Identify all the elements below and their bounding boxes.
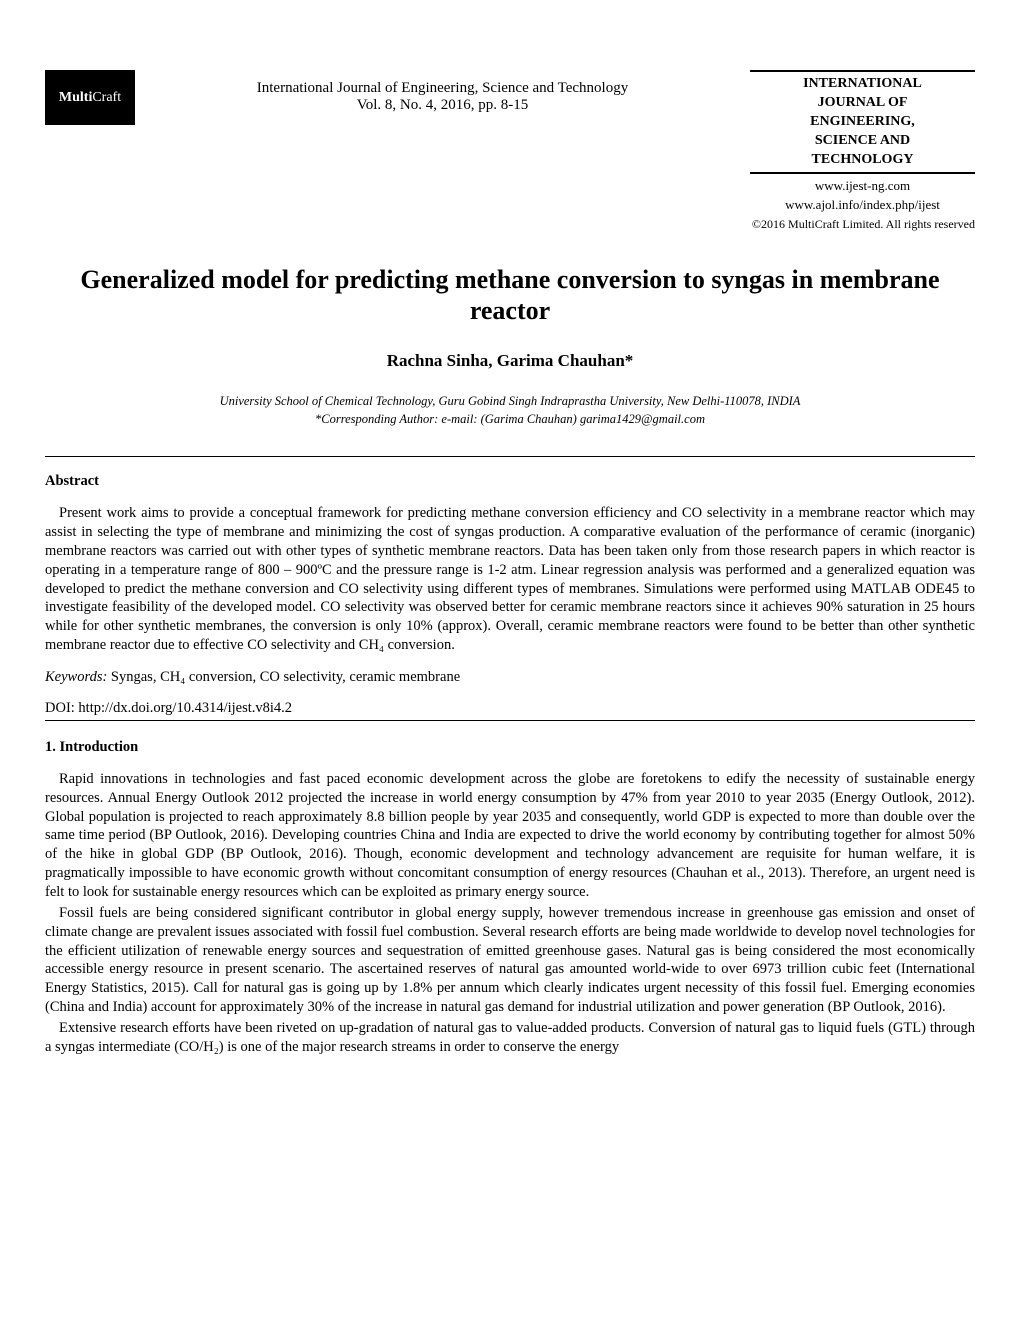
logo-rest: Craft: [92, 90, 121, 105]
journal-name: International Journal of Engineering, Sc…: [135, 80, 750, 97]
separator-top: [45, 456, 975, 457]
logo-bold: Multi: [59, 90, 92, 105]
keywords-label: Keywords:: [45, 669, 107, 685]
abstract-text: Present work aims to provide a conceptua…: [45, 504, 975, 655]
intro-paragraph-1: Rapid innovations in technologies and fa…: [45, 770, 975, 902]
keywords-text: Syngas, CH₄ conversion, CO selectivity, …: [107, 669, 460, 685]
affiliation-line2: *Corresponding Author: e-mail: (Garima C…: [45, 411, 975, 429]
journal-issue: Vol. 8, No. 4, 2016, pp. 8-15: [135, 97, 750, 114]
header: MultiCraft International Journal of Engi…: [45, 70, 975, 232]
paper-title: Generalized model for predicting methane…: [45, 264, 975, 326]
jbox-l3: ENGINEERING,: [750, 113, 975, 132]
intro-paragraph-3: Extensive research efforts have been riv…: [45, 1019, 975, 1057]
jbox-l5: TECHNOLOGY: [750, 151, 975, 170]
jbox-l4: SCIENCE AND: [750, 132, 975, 151]
abstract-heading: Abstract: [45, 473, 975, 490]
affiliation-line1: University School of Chemical Technology…: [45, 393, 975, 411]
separator-bottom: [45, 720, 975, 721]
journal-title-box: INTERNATIONAL JOURNAL OF ENGINEERING, SC…: [750, 70, 975, 174]
keywords: Keywords: Syngas, CH₄ conversion, CO sel…: [45, 669, 975, 686]
jbox-l1: INTERNATIONAL: [750, 75, 975, 94]
journal-urls: www.ijest-ng.com www.ajol.info/index.php…: [750, 177, 975, 213]
url-1: www.ijest-ng.com: [750, 177, 975, 195]
url-2: www.ajol.info/index.php/ijest: [750, 196, 975, 214]
journal-center-info: International Journal of Engineering, Sc…: [135, 70, 750, 114]
publisher-logo: MultiCraft: [45, 70, 135, 125]
affiliation: University School of Chemical Technology…: [45, 393, 975, 428]
section-1-heading: 1. Introduction: [45, 739, 975, 756]
jbox-l2: JOURNAL OF: [750, 94, 975, 113]
copyright-text: ©2016 MultiCraft Limited. All rights res…: [750, 217, 975, 232]
doi: DOI: http://dx.doi.org/10.4314/ijest.v8i…: [45, 700, 975, 717]
journal-right-block: INTERNATIONAL JOURNAL OF ENGINEERING, SC…: [750, 70, 975, 232]
intro-paragraph-2: Fossil fuels are being considered signif…: [45, 904, 975, 1017]
authors: Rachna Sinha, Garima Chauhan*: [45, 351, 975, 371]
